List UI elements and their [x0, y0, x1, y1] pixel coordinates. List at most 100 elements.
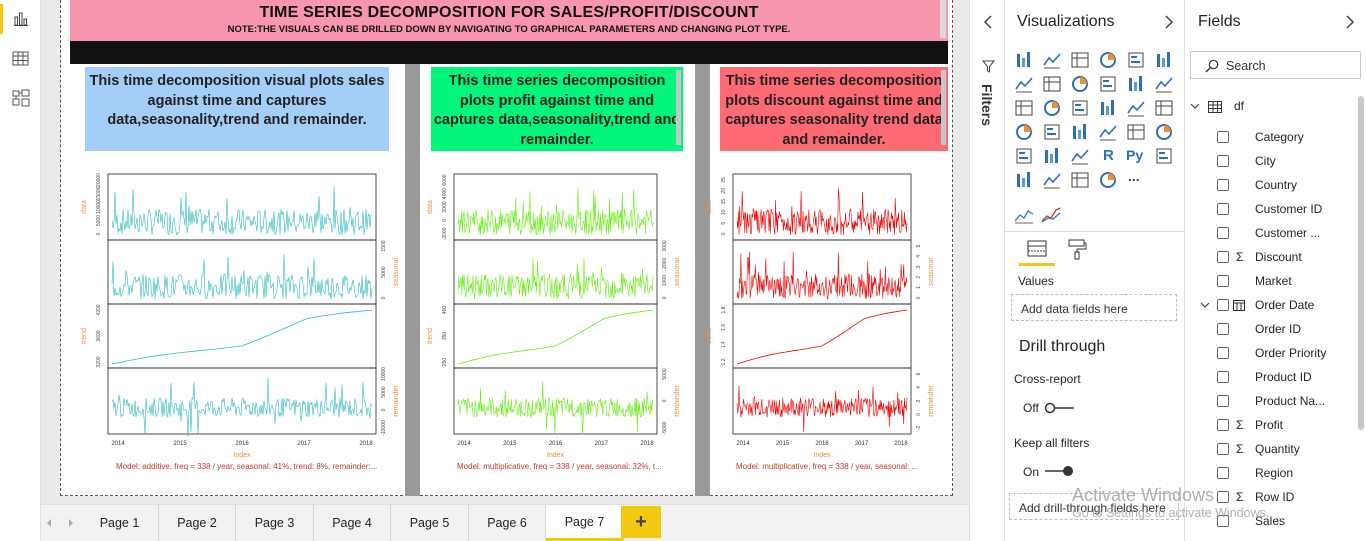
data-view-button[interactable]: [0, 39, 41, 77]
waterfall-icon[interactable]: [1014, 98, 1034, 118]
stacked-area-icon[interactable]: [1070, 74, 1090, 94]
line-chart-icon[interactable]: [1014, 206, 1034, 224]
field-checkbox[interactable]: [1217, 323, 1229, 335]
field-item[interactable]: Σ Row ID: [1185, 486, 1366, 510]
report-view-button[interactable]: [0, 0, 41, 38]
description-scrollbar[interactable]: [676, 70, 681, 145]
field-checkbox[interactable]: [1217, 131, 1229, 143]
header-scrollbar[interactable]: [940, 0, 946, 38]
card-icon[interactable]: [1098, 122, 1118, 142]
tab-page-6[interactable]: Page 6: [469, 505, 546, 541]
drill-through-drop-zone[interactable]: Add drill-through fields here: [1009, 493, 1179, 520]
field-checkbox[interactable]: [1217, 395, 1229, 407]
field-checkbox[interactable]: [1217, 467, 1229, 479]
area-line-icon[interactable]: [1041, 206, 1061, 224]
field-item[interactable]: Σ Discount: [1185, 246, 1366, 270]
report-header[interactable]: TIME SERIES DECOMPOSITION FOR SALES/PROF…: [70, 0, 948, 41]
field-item[interactable]: Σ Quantity: [1185, 438, 1366, 462]
fields-well-icon[interactable]: [1026, 239, 1048, 259]
tab-page-1[interactable]: Page 1: [81, 505, 159, 541]
chevron-right-icon[interactable]: [1345, 15, 1355, 29]
description-scrollbar[interactable]: [941, 70, 946, 145]
tab-page-5[interactable]: Page 5: [391, 505, 469, 541]
100-bar-icon[interactable]: [1126, 50, 1146, 70]
field-checkbox[interactable]: [1217, 227, 1229, 239]
python-visual-icon[interactable]: Py: [1126, 146, 1146, 166]
field-checkbox[interactable]: [1217, 299, 1229, 311]
clustered-bar-icon[interactable]: [1070, 50, 1090, 70]
filters-pane-collapsed[interactable]: Filters: [969, 0, 1005, 541]
more-icon[interactable]: ...: [1126, 168, 1146, 190]
tab-page-2[interactable]: Page 2: [159, 505, 236, 541]
scatter-icon[interactable]: [1070, 98, 1090, 118]
field-item[interactable]: Order ID: [1185, 318, 1366, 342]
field-checkbox[interactable]: [1217, 347, 1229, 359]
stacked-bar-icon[interactable]: [1014, 50, 1034, 70]
matrix-icon[interactable]: [1070, 146, 1090, 166]
key-influencers-icon[interactable]: [1154, 146, 1174, 166]
field-checkbox[interactable]: [1217, 155, 1229, 167]
decomposition-tree-icon[interactable]: [1014, 170, 1034, 190]
field-checkbox[interactable]: [1217, 371, 1229, 383]
decomposition-charts[interactable]: data05000100001500020000seasonal05000150…: [0, 0, 969, 504]
chevron-right-icon[interactable]: [1200, 302, 1210, 309]
line-clustered-icon[interactable]: [1126, 74, 1146, 94]
format-paint-roller-icon[interactable]: [1066, 238, 1088, 260]
field-checkbox[interactable]: [1217, 275, 1229, 287]
stacked-column-icon[interactable]: [1042, 50, 1062, 70]
field-checkbox[interactable]: [1217, 443, 1229, 455]
treemap-icon[interactable]: [1154, 98, 1174, 118]
table-icon[interactable]: [1042, 146, 1062, 166]
field-checkbox[interactable]: [1217, 203, 1229, 215]
field-item[interactable]: Category: [1185, 126, 1366, 150]
gauge-icon[interactable]: [1070, 122, 1090, 142]
field-checkbox[interactable]: [1217, 179, 1229, 191]
funnel-icon[interactable]: [1042, 98, 1062, 118]
filled-map-icon[interactable]: [1042, 122, 1062, 142]
field-item[interactable]: Order Priority: [1185, 342, 1366, 366]
field-item[interactable]: Region: [1185, 462, 1366, 486]
cross-report-toggle[interactable]: [1044, 402, 1076, 414]
tab-page-4[interactable]: Page 4: [314, 505, 391, 541]
field-item[interactable]: Product Na...: [1185, 390, 1366, 414]
field-item[interactable]: Customer ...: [1185, 222, 1366, 246]
keep-all-filters-toggle[interactable]: [1043, 465, 1075, 477]
smart-narrative-icon[interactable]: [1070, 170, 1090, 190]
fields-scrollbar[interactable]: [1358, 96, 1364, 430]
map-icon[interactable]: [1014, 122, 1034, 142]
field-item[interactable]: Product ID: [1185, 366, 1366, 390]
ribbon-chart-icon[interactable]: [1154, 74, 1174, 94]
field-item[interactable]: Sales: [1185, 510, 1366, 534]
r-visual-icon[interactable]: R: [1098, 146, 1118, 166]
values-drop-zone[interactable]: Add data fields here: [1011, 294, 1177, 321]
area-chart-icon[interactable]: [1042, 74, 1062, 94]
chevron-right-icon[interactable]: [1164, 15, 1174, 29]
clustered-column-icon[interactable]: [1098, 50, 1118, 70]
chevron-left-icon[interactable]: [983, 15, 993, 29]
donut-icon[interactable]: [1126, 98, 1146, 118]
tab-scroll-left-icon[interactable]: [46, 518, 52, 528]
slicer-icon[interactable]: [1014, 146, 1034, 166]
add-page-button[interactable]: +: [621, 506, 661, 538]
field-checkbox[interactable]: [1217, 251, 1229, 263]
qa-icon[interactable]: [1042, 170, 1062, 190]
tab-scroll-right-icon[interactable]: [68, 518, 74, 528]
field-checkbox[interactable]: [1217, 515, 1229, 527]
field-item[interactable]: Market: [1185, 270, 1366, 294]
chevron-down-icon[interactable]: [1190, 103, 1200, 110]
field-item[interactable]: Country: [1185, 174, 1366, 198]
field-checkbox[interactable]: [1217, 491, 1229, 503]
field-item[interactable]: City: [1185, 150, 1366, 174]
sales-description-box[interactable]: This time decomposition visual plots sal…: [85, 67, 389, 151]
tab-page-3[interactable]: Page 3: [236, 505, 314, 541]
field-item[interactable]: Σ Profit: [1185, 414, 1366, 438]
kpi-icon[interactable]: [1154, 122, 1174, 142]
profit-description-box[interactable]: This time series decomposition plots pro…: [431, 67, 683, 151]
field-checkbox[interactable]: [1217, 419, 1229, 431]
100-column-icon[interactable]: [1154, 50, 1174, 70]
pie-icon[interactable]: [1098, 98, 1118, 118]
line-column-icon[interactable]: [1098, 74, 1118, 94]
field-search-box[interactable]: Search: [1190, 51, 1361, 79]
field-item[interactable]: Customer ID: [1185, 198, 1366, 222]
line-chart-icon[interactable]: [1014, 74, 1034, 94]
